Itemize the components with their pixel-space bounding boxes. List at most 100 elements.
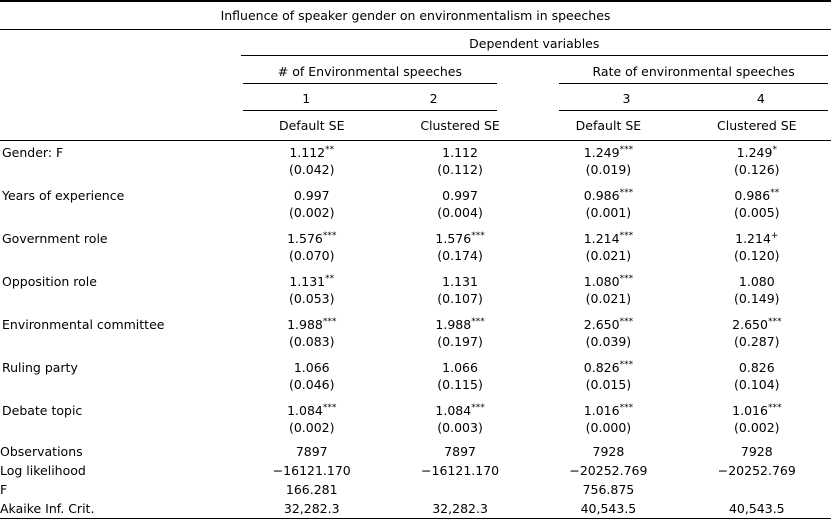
standard-error-cell: (0.107) [437, 291, 483, 306]
coefficient-cell: 1.576*** [287, 230, 337, 246]
coefficient-cell: 1.112** [289, 144, 335, 160]
significance-stars: *** [322, 316, 337, 327]
group-header-row: # of Environmental speeches Rate of envi… [0, 57, 831, 85]
standard-error-cell: (0.002) [288, 420, 335, 435]
empty-cell [0, 419, 238, 442]
standard-error-row: (0.070) (0.174) (0.021) (0.120) [0, 247, 831, 270]
statistic-row: Akaike Inf. Crit. 32,282.3 32,282.3 40,543.… [0, 499, 831, 519]
significance-label: Significance levels [0, 518, 238, 522]
coefficient-cell: 1.214*** [583, 230, 634, 246]
coefficient-cell: 0.826*** [583, 359, 634, 375]
significance-stars: *** [767, 402, 782, 413]
standard-error-cell: (0.126) [734, 162, 780, 177]
coefficient-cell: 2.650*** [732, 316, 782, 332]
standard-error-cell: (0.046) [288, 377, 335, 392]
column-number-4: 4 [756, 91, 765, 106]
standard-error-cell: (0.149) [734, 291, 780, 306]
significance-stars: ** [325, 144, 335, 155]
coefficient-cell: 1.084*** [287, 402, 337, 418]
standard-error-cell: (0.104) [734, 377, 780, 392]
row-label: F [0, 482, 8, 497]
coefficient-row: Environmental committee 1.988*** 1.988*** 2… [0, 313, 831, 333]
standard-error-cell: (0.001) [585, 205, 632, 220]
significance-row: Significance levels +p < 0.1, *p < 0.05,… [0, 518, 831, 522]
coefficient-cell: 1.016*** [583, 402, 634, 418]
row-label: Gender: F [2, 145, 64, 160]
empty-cell [0, 85, 238, 112]
dependent-variables-header: Dependent variables [240, 36, 828, 56]
significance-note: +p < 0.1, *p < 0.05, **p < 0.01, ***p < … [237, 518, 831, 522]
statistic-cell: −16121.170 [421, 463, 500, 478]
standard-error-cell: (0.112) [437, 162, 483, 177]
coefficient-cell: 0.997 [293, 188, 330, 203]
significance-stars: *** [471, 316, 485, 327]
coefficient-cell: 1.249*** [583, 144, 634, 160]
coefficient-cell: 1.066 [293, 360, 330, 375]
coefficient-row: Opposition role 1.131** 1.131 1.080*** 1.080 [0, 270, 831, 290]
statistic-cell: 166.281 [285, 482, 338, 497]
empty-cell [0, 204, 238, 227]
empty-cell [0, 247, 238, 270]
statistic-cell [683, 480, 831, 499]
standard-error-cell: (0.019) [585, 162, 632, 177]
significance-stars: *** [619, 316, 634, 327]
coefficient-cell: 0.997 [442, 188, 478, 203]
significance-stars: *** [619, 187, 634, 198]
significance-stars: *** [322, 230, 337, 241]
standard-error-cell: (0.005) [734, 205, 780, 220]
standard-error-cell: (0.002) [734, 420, 780, 435]
statistic-cell: 32,282.3 [283, 501, 340, 516]
standard-error-cell: (0.003) [437, 420, 483, 435]
coefficient-row: Ruling party 1.066 1.066 0.826*** 0.826 [0, 356, 831, 376]
column-number-3: 3 [622, 91, 631, 106]
significance-stars: *** [767, 316, 782, 327]
coefficient-cell: 1.576*** [435, 230, 485, 246]
statistic-row: Log likelihood −16121.170 −16121.170 −20252… [0, 461, 831, 480]
standard-error-cell: (0.039) [585, 334, 632, 349]
coefficient-cell: 1.080*** [583, 273, 634, 289]
empty-cell [0, 30, 238, 58]
significance-stars: *** [322, 402, 337, 413]
standard-error-cell: (0.015) [585, 377, 632, 392]
coefficient-cell: 1.112 [442, 145, 478, 160]
significance-stars: *** [619, 230, 634, 241]
standard-error-cell: (0.174) [437, 248, 483, 263]
coefficient-row: Years of experience 0.997 0.997 0.986*** 0.9… [0, 184, 831, 204]
coefficient-row: Debate topic 1.084*** 1.084*** 1.016*** 1.01… [0, 399, 831, 419]
se-type-header-1: Default SE [237, 112, 386, 141]
row-label: Ruling party [2, 360, 78, 375]
coefficient-cell: 1.016*** [732, 402, 782, 418]
standard-error-row: (0.053) (0.107) (0.021) (0.149) [0, 290, 831, 313]
standard-error-cell: (0.053) [288, 291, 335, 306]
table-title: Influence of speaker gender on environme… [0, 0, 831, 30]
statistic-cell: 756.875 [582, 482, 635, 497]
empty-cell [0, 333, 238, 356]
standard-error-row: (0.046) (0.115) (0.015) (0.104) [0, 376, 831, 399]
empty-cell [0, 161, 238, 184]
statistic-row: F 166.281 756.875 [0, 480, 831, 499]
group-header-rate-speeches: Rate of environmental speeches [559, 64, 828, 84]
title-row: Influence of speaker gender on environme… [0, 0, 831, 30]
row-label: Debate topic [2, 403, 83, 418]
coefficient-cell: 2.650*** [583, 316, 634, 332]
column-number-1: 1 [302, 91, 311, 106]
coefficient-cell: 1.988*** [287, 316, 337, 332]
standard-error-cell: (0.070) [288, 248, 335, 263]
coefficient-cell: 1.080 [738, 274, 775, 289]
statistic-cell: 7928 [740, 444, 773, 459]
standard-error-cell: (0.002) [288, 205, 335, 220]
coefficient-cell: 1.214+ [735, 230, 779, 246]
statistic-row: Observations 7897 7897 7928 7928 [0, 442, 831, 461]
significance-stars: * [772, 144, 777, 155]
coefficient-row: Government role 1.576*** 1.576*** 1.214*** 1… [0, 227, 831, 247]
statistic-cell: −20252.769 [569, 463, 648, 478]
standard-error-row: (0.083) (0.197) (0.039) (0.287) [0, 333, 831, 356]
statistic-cell: 32,282.3 [432, 501, 488, 516]
coefficient-cell: 0.986** [734, 187, 780, 203]
empty-cell [0, 112, 238, 141]
standard-error-row: (0.042) (0.112) (0.019) (0.126) [0, 161, 831, 184]
row-label: Environmental committee [2, 317, 165, 332]
dependent-variables-row: Dependent variables [0, 30, 831, 58]
se-type-header-3: Default SE [534, 112, 683, 141]
